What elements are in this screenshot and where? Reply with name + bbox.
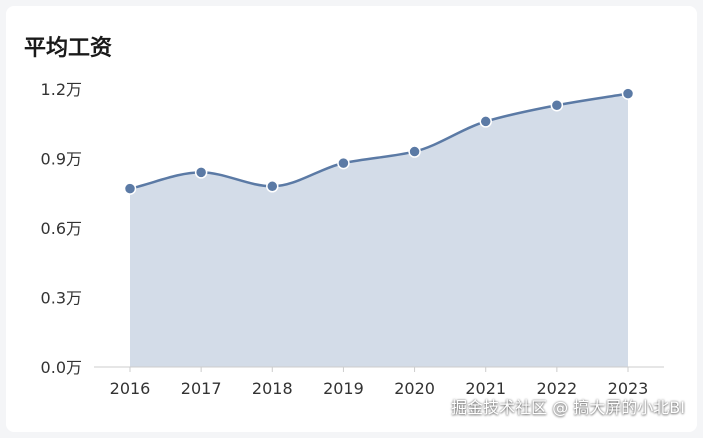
y-axis-ticks: 0.0万 0.3万 0.6万 0.9万 1.2万 <box>41 80 82 377</box>
chart-title: 平均工资 <box>24 36 113 61</box>
chart-card: 平均工资 0.0万 0.3万 0.6万 0.9万 1.2万 2016 2017 2018 20… <box>6 6 697 432</box>
x-tick-label: 2022 <box>536 379 577 398</box>
data-point-2019[interactable] <box>337 156 350 170</box>
data-point-2018[interactable] <box>266 180 279 193</box>
area-fill <box>130 93 628 367</box>
data-point-2017[interactable] <box>194 166 208 179</box>
data-points <box>123 87 635 195</box>
x-tick-label: 2016 <box>110 379 151 398</box>
data-point-2022[interactable] <box>550 98 564 112</box>
y-tick-label: 0.3万 <box>41 289 82 308</box>
x-tick-label: 2019 <box>323 379 364 398</box>
x-axis-ticks: 2016 2017 2018 2019 2020 2021 2022 2023 <box>110 367 649 398</box>
y-tick-label: 1.2万 <box>41 80 82 99</box>
data-point-2021[interactable] <box>479 115 492 128</box>
x-tick-label: 2021 <box>465 379 506 398</box>
x-tick-label: 2020 <box>394 379 435 398</box>
data-point-2016[interactable] <box>123 182 137 195</box>
data-point-2023[interactable] <box>621 87 635 100</box>
x-tick-label: 2017 <box>181 379 222 398</box>
data-point-2020[interactable] <box>408 145 421 158</box>
x-tick-label: 2018 <box>252 379 293 398</box>
y-tick-label: 0.6万 <box>41 219 82 238</box>
x-tick-label: 2023 <box>608 379 649 398</box>
y-tick-label: 0.9万 <box>41 150 82 169</box>
y-tick-label: 0.0万 <box>41 358 82 377</box>
watermark: 掘金技术社区 @ 搞大屏的小北BI <box>451 398 685 417</box>
series-line <box>129 92 629 190</box>
area-chart: 0.0万 0.3万 0.6万 0.9万 1.2万 2016 2017 2018 2019 202… <box>41 80 664 398</box>
